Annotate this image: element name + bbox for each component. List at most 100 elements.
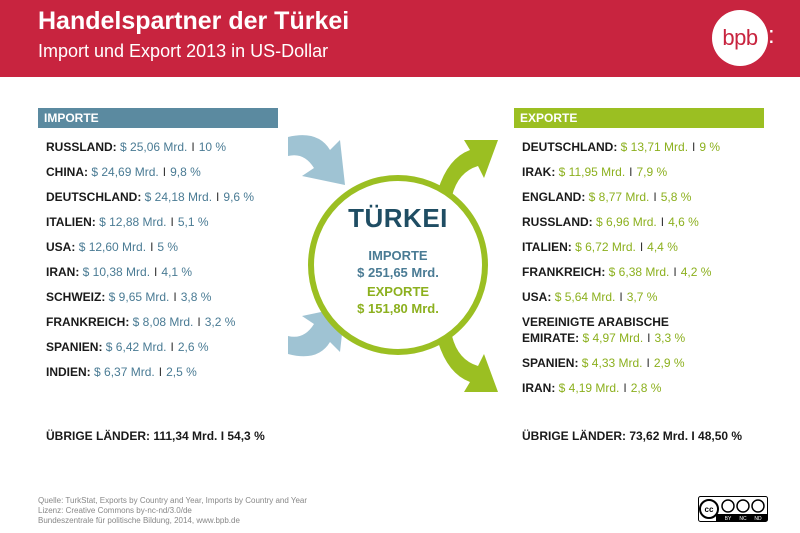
share-text: 3,3 % [654,331,686,345]
country-name: IRAK: [522,165,556,179]
separator: I [191,140,195,154]
cc-nc-text: NC [739,516,747,522]
value-text: $ 5,64 Mrd. [554,290,616,304]
value-text: $ 4,19 Mrd. [558,381,620,395]
import-arrow-top-icon [288,135,345,185]
list-item: INDIEN: $ 6,37 Mrd. I 2,5 % [46,365,197,379]
list-item: RUSSLAND: $ 25,06 Mrd. I 10 % [46,140,226,154]
value-text: $ 8,08 Mrd. [132,315,194,329]
list-item: SPANIEN: $ 4,33 Mrd. I 2,9 % [522,356,685,370]
separator: I [158,365,163,379]
imports-rest: ÜBRIGE LÄNDER: 111,34 Mrd. I 54,3 % [46,429,265,443]
list-item: EMIRATE: $ 4,97 Mrd. I 3,3 % [522,331,685,345]
value-text: $ 6,38 Mrd. [608,265,670,279]
list-item: IRAN: $ 10,38 Mrd. I 4,1 % [46,265,192,279]
share-text: 4,1 % [161,265,193,279]
share-text: 4,2 % [680,265,712,279]
share-text: 3,8 % [180,290,212,304]
share-text: 4,6 % [668,215,699,229]
share-text: 2,5 % [166,365,197,379]
list-item: USA: $ 5,64 Mrd. I 3,7 % [522,290,657,304]
cc-text: cc [705,505,714,514]
share-text: 2,6 % [177,340,209,354]
value-text: $ 8,77 Mrd. [588,190,650,204]
center-title: TÜRKEI [348,203,448,233]
value-text: $ 4,33 Mrd. [581,356,643,370]
page-title: Handelspartner der Türkei [38,7,350,35]
value-text: $ 11,95 Mrd. [558,165,626,179]
export-arrow-top-icon [438,140,498,196]
value-text: $ 9,65 Mrd. [108,290,170,304]
separator: I [162,165,167,179]
country-name: SCHWEIZ: [46,290,106,304]
separator: I [216,190,220,204]
separator: I [692,140,696,154]
country-name: EMIRATE: [522,331,580,345]
share-text: 5,1 % [177,215,209,229]
separator: I [154,265,158,279]
exports-rest: ÜBRIGE LÄNDER: 73,62 Mrd. I 48,50 % [522,429,743,443]
imports-heading: IMPORTE [38,108,278,128]
country-name: DEUTSCHLAND: [522,140,618,154]
country-name: USA: [522,290,552,304]
list-item: SCHWEIZ: $ 9,65 Mrd. I 3,8 % [46,290,211,304]
value-text: $ 6,96 Mrd. [596,215,657,229]
country-name: FRANKREICH: [522,265,606,279]
list-item: RUSSLAND: $ 6,96 Mrd. I 4,6 % [522,215,699,229]
separator: I [170,215,174,229]
separator: I [150,240,154,254]
value-text: $ 4,97 Mrd. [582,331,644,345]
separator: I [173,290,177,304]
list-item: SPANIEN: $ 6,42 Mrd. I 2,6 % [46,340,209,354]
logo-colon: : [768,22,775,49]
list-item: FRANKREICH: $ 6,38 Mrd. I 4,2 % [522,265,711,279]
separator: I [623,381,627,395]
value-text: $ 10,38 Mrd. [82,265,151,279]
separator: I [660,215,665,229]
value-text: $ 13,71 Mrd. [620,140,689,154]
share-text: 4,4 % [647,240,678,254]
country-name: RUSSLAND: [522,215,593,229]
source-note: Quelle: TurkStat, Exports by Country and… [38,496,307,526]
list-item: IRAK: $ 11,95 Mrd. I 7,9 % [522,165,667,179]
separator: I [619,290,623,304]
country-name: RUSSLAND: [46,140,117,154]
center-imports-label: IMPORTE [368,248,428,263]
value-text: $ 25,06 Mrd. [120,140,188,154]
value-text: $ 12,60 Mrd. [78,240,147,254]
country-name: IRAN: [522,381,556,395]
list-item: CHINA: $ 24,69 Mrd. I 9,8 % [46,165,201,179]
separator: I [647,331,651,345]
country-name: ENGLAND: [522,190,586,204]
share-text: 9,8 % [170,165,201,179]
page-subtitle: Import und Export 2013 in US-Dollar [38,41,329,61]
list-item: ENGLAND: $ 8,77 Mrd. I 5,8 % [522,190,691,204]
country-name: INDIEN: [46,365,91,379]
country-name: USA: [46,240,76,254]
center-exports-value: $ 151,80 Mrd. [357,301,439,316]
separator: I [170,340,174,354]
separator: I [673,265,677,279]
share-text: 10 % [198,140,227,154]
list-item: DEUTSCHLAND: $ 24,18 Mrd. I 9,6 % [46,190,254,204]
bpb-logo: bpb [712,10,768,66]
share-text: 7,9 % [636,165,668,179]
center-circle: TÜRKEI IMPORTE $ 251,65 Mrd. EXPORTE $ 1… [308,175,488,355]
share-text: 5,8 % [660,190,692,204]
separator: I [653,190,657,204]
list-item: ITALIEN: $ 6,72 Mrd. I 4,4 % [522,240,678,254]
value-text: $ 6,42 Mrd. [105,340,167,354]
country-name: FRANKREICH: [46,315,130,329]
country-name: VEREINIGTE ARABISCHE [522,315,669,329]
list-item: DEUTSCHLAND: $ 13,71 Mrd. I 9 % [522,140,720,154]
value-text: $ 24,18 Mrd. [144,190,213,204]
share-text: 2,8 % [630,381,662,395]
share-text: 3,7 % [626,290,658,304]
country-name: SPANIEN: [46,340,103,354]
list-item: IRAN: $ 4,19 Mrd. I 2,8 % [522,381,661,395]
list-item: USA: $ 12,60 Mrd. I 5 % [46,240,178,254]
country-name: DEUTSCHLAND: [46,190,142,204]
cc-nd-text: ND [754,516,762,522]
separator: I [629,165,633,179]
value-text: $ 24,69 Mrd. [91,165,159,179]
